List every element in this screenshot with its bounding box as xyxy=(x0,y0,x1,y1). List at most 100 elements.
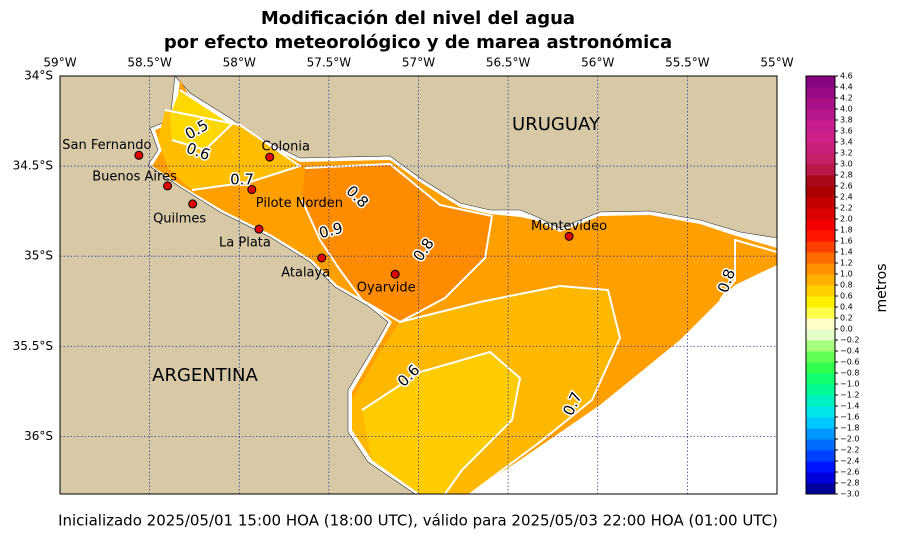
colorbar-segment xyxy=(806,428,835,440)
lon-tick-label: 56°W xyxy=(581,56,614,70)
colorbar-segment xyxy=(806,274,835,286)
contour-line xyxy=(399,284,622,494)
lon-tick-label: 58.5°W xyxy=(127,56,172,70)
colorbar-tick-label: 4.2 xyxy=(840,94,853,103)
colorbar-segment xyxy=(806,120,835,132)
colorbar-tick-label: −0.6 xyxy=(840,358,859,367)
colorbar-tick-label: −2.4 xyxy=(840,457,859,466)
colorbar-segment xyxy=(806,329,835,341)
colorbar-segment xyxy=(806,87,835,99)
water-level-below-0.6 xyxy=(362,352,520,494)
lon-tick-label: 56.5°W xyxy=(486,56,531,70)
lon-tick-label: 58°W xyxy=(223,56,256,70)
colorbar-segment xyxy=(806,384,835,396)
colorbar-tick-label: 4.6 xyxy=(840,72,853,81)
colorbar-tick-label: 0.4 xyxy=(840,303,853,312)
colorbar-segment xyxy=(806,153,835,165)
colorbar-tick-label: −2.2 xyxy=(840,446,859,455)
colorbar-segment xyxy=(806,131,835,143)
colorbar-segment xyxy=(806,230,835,242)
lat-tick-label: 36°S xyxy=(24,429,53,443)
title: Modificación del nivel del agua xyxy=(261,8,575,29)
colorbar-segment xyxy=(806,340,835,352)
city-label: Buenos Aires xyxy=(92,169,177,184)
colorbar-tick-label: 3.8 xyxy=(840,116,853,125)
colorbar-tick-label: 1.0 xyxy=(840,270,853,279)
colorbar-segment xyxy=(806,307,835,319)
lat-tick-label: 34.5°S xyxy=(13,159,53,173)
colorbar-tick-label: 2.8 xyxy=(840,171,853,180)
lon-tick-label: 55°W xyxy=(760,56,793,70)
colorbar-tick-label: 0.2 xyxy=(840,314,853,323)
lon-tick-label: 59°W xyxy=(43,56,76,70)
colorbar-tick-label: −0.2 xyxy=(840,336,859,345)
lon-tick-label: 55.5°W xyxy=(665,56,710,70)
colorbar-tick-label: −1.2 xyxy=(840,391,859,400)
contour-line xyxy=(301,162,494,324)
colorbar-segment xyxy=(806,373,835,385)
colorbar-tick-label: 0.8 xyxy=(840,281,853,290)
colorbar-tick-label: 4.0 xyxy=(840,105,853,114)
colorbar: −3.0 −2.8 −2.6 −2.4 −2.2 −2.0 −1.8 −1.6 −1.4 −1.2… xyxy=(805,72,859,499)
city-label: Colonia xyxy=(262,140,310,155)
colorbar-tick-label: 4.4 xyxy=(840,83,853,92)
colorbar-tick-label: −2.0 xyxy=(840,435,859,444)
colorbar-segment xyxy=(806,263,835,275)
lon-tick-label: 57.5°W xyxy=(307,56,352,70)
colorbar-segment xyxy=(806,362,835,374)
city-marker xyxy=(163,181,173,191)
colorbar-segment xyxy=(806,164,835,176)
city-marker xyxy=(390,269,400,279)
colorbar-tick-label: 2.4 xyxy=(840,193,853,202)
colorbar-segment xyxy=(806,450,835,462)
colorbar-segment xyxy=(806,98,835,110)
colorbar-tick-label: 0.6 xyxy=(840,292,853,301)
colorbar-tick-label: −3.0 xyxy=(840,490,859,499)
city-marker xyxy=(317,253,327,263)
colorbar-tick-label: −1.6 xyxy=(840,413,859,422)
colorbar-segment xyxy=(806,472,835,484)
city-marker xyxy=(265,152,275,162)
contour-line xyxy=(719,238,777,301)
title: por efecto meteorológico y de marea astr… xyxy=(164,32,672,53)
colorbar-tick-label: 3.0 xyxy=(840,160,853,169)
colorbar-tick-label: 2.0 xyxy=(840,215,853,224)
city-label: Montevideo xyxy=(531,219,607,234)
colorbar-tick-label: −2.6 xyxy=(840,468,859,477)
colorbar-tick-label: 3.6 xyxy=(840,127,853,136)
colorbar-segment xyxy=(806,406,835,418)
colorbar-tick-label: 0.0 xyxy=(840,325,853,334)
colorbar-segment xyxy=(806,296,835,308)
colorbar-tick-label: −1.4 xyxy=(840,402,859,411)
colorbar-segment xyxy=(806,109,835,121)
city-marker xyxy=(247,185,257,195)
city-marker xyxy=(254,224,264,234)
city-marker xyxy=(188,199,198,209)
colorbar-tick-label: 1.2 xyxy=(840,259,853,268)
colorbar-segment xyxy=(806,175,835,187)
colorbar-segment xyxy=(806,76,835,88)
colorbar-tick-label: 2.2 xyxy=(840,204,853,213)
country-label: URUGUAY xyxy=(512,114,601,135)
contour-line xyxy=(171,89,234,152)
colorbar-segment xyxy=(806,208,835,220)
colorbar-label: metros xyxy=(874,263,890,312)
lat-tick-label: 35.5°S xyxy=(13,339,53,353)
colorbar-tick-label: 1.8 xyxy=(840,226,853,235)
city-label: San Fernando xyxy=(62,138,151,153)
colorbar-segment xyxy=(806,351,835,363)
colorbar-tick-label: −1.8 xyxy=(840,424,859,433)
colorbar-segment xyxy=(806,439,835,451)
water-level-0.5-0.6 xyxy=(170,90,232,150)
colorbar-segment xyxy=(806,483,835,495)
cities: San Fernando Buenos Aires Pilote Norden Col… xyxy=(62,138,607,296)
colorbar-segment xyxy=(806,417,835,429)
colorbar-tick-label: −1.0 xyxy=(840,380,859,389)
axis-labels: 59°W 58.5°W 58°W 57.5°W 57°W 56.5°W 56°W 55.5°W… xyxy=(13,56,794,443)
contour-line xyxy=(361,350,522,494)
contour-label: 0.7 xyxy=(230,171,254,189)
lon-tick-label: 57°W xyxy=(402,56,435,70)
lat-tick-label: 35°S xyxy=(24,249,53,263)
colorbar-segment xyxy=(806,186,835,198)
